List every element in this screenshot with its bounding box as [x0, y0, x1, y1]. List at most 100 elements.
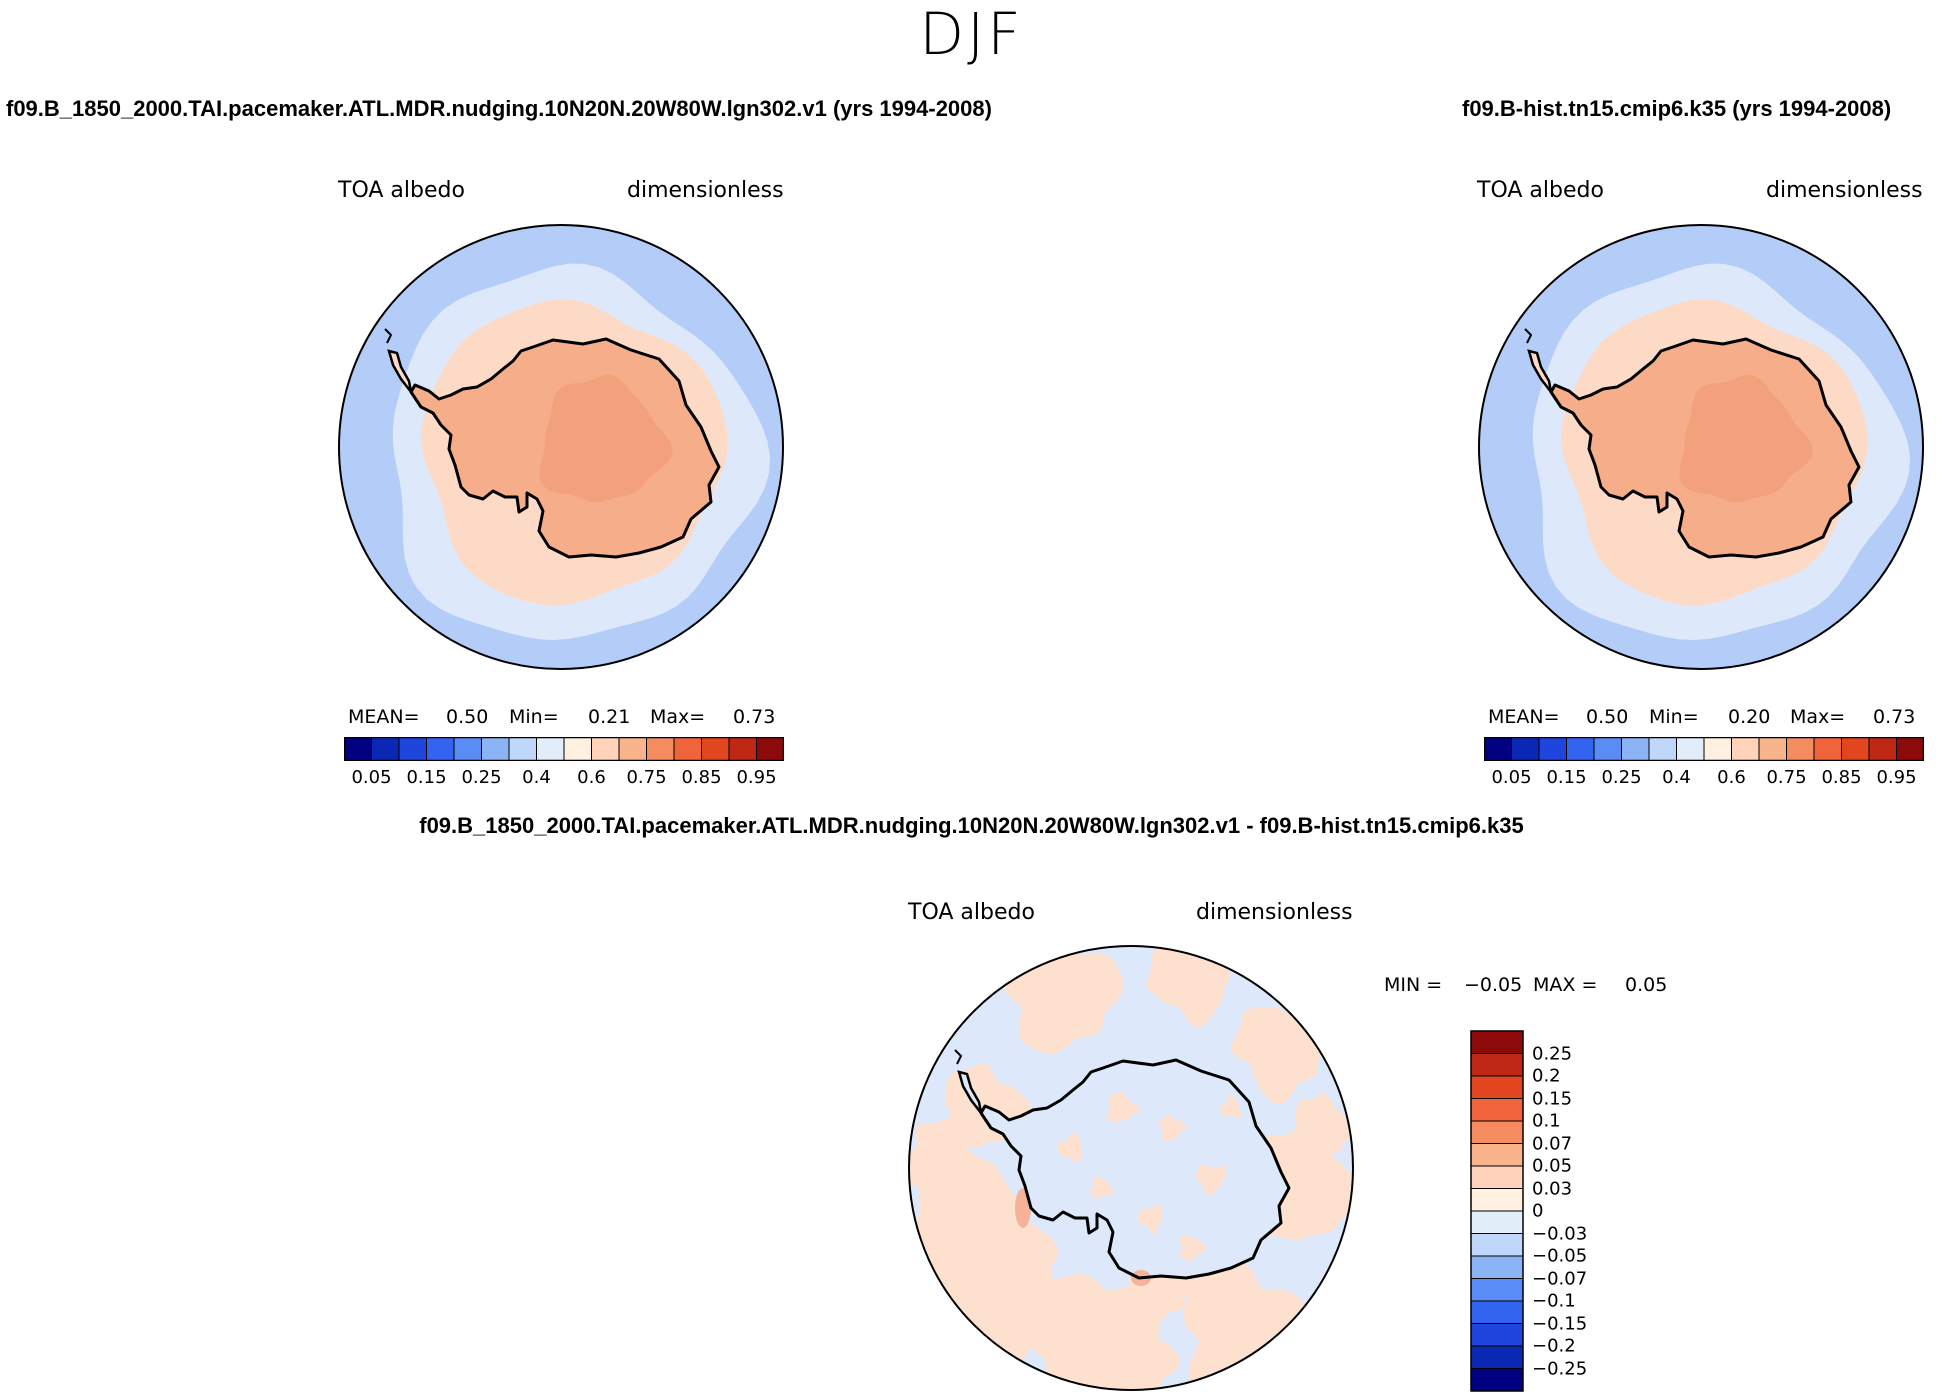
- colorbar-box: [756, 737, 784, 761]
- colorbar-tick-label: −0.25: [1532, 1358, 1588, 1379]
- colorbar-box: [1470, 1255, 1524, 1279]
- colorbar-tick-label: 0.05: [1532, 1155, 1573, 1177]
- south-america-tip: [910, 1081, 920, 1089]
- colorbar-box: [1841, 737, 1870, 761]
- diff-min-value: −0.05: [1464, 974, 1523, 996]
- colorbar-tick-label: 0.4: [1662, 767, 1691, 788]
- diff-max-value: 0.05: [1625, 974, 1668, 996]
- panel1-min-label: Min=: [509, 706, 559, 728]
- colorbar-box: [1470, 1188, 1524, 1212]
- colorbar-box: [1538, 737, 1567, 761]
- diff-max-label: MAX =: [1533, 974, 1598, 996]
- antarctica-coastline: [979, 1058, 1291, 1280]
- colorbar-box: [1470, 1075, 1524, 1099]
- colorbar-box: [481, 737, 510, 761]
- colorbar-box: [646, 737, 675, 761]
- colorbar-box: [728, 737, 757, 761]
- colorbar-box: [701, 737, 730, 761]
- diff-colorbar: [1470, 1030, 1524, 1392]
- colorbar-box: [1470, 1278, 1524, 1302]
- colorbar-tick-label: 0.6: [1717, 767, 1746, 788]
- panel1-colorbar: [344, 737, 784, 761]
- colorbar-box: [1786, 737, 1815, 761]
- colorbar-box: [1896, 737, 1924, 761]
- colorbar-tick-label: 0.25: [1532, 1043, 1573, 1064]
- diff-min-label: MIN =: [1384, 974, 1443, 996]
- colorbar-box: [1676, 737, 1705, 761]
- panel1-max-value: 0.73: [733, 706, 776, 728]
- colorbar-tick-label: −0.15: [1532, 1313, 1588, 1334]
- colorbar-box: [536, 737, 565, 761]
- colorbar-box: [1470, 1345, 1524, 1369]
- season-title: DJF: [919, 0, 1024, 68]
- colorbar-box: [344, 737, 372, 761]
- colorbar-tick-label: 0.07: [1532, 1133, 1573, 1154]
- panel1-min-value: 0.21: [588, 706, 631, 728]
- antarctica-coastline: [409, 337, 721, 559]
- diff-polar-map: [908, 945, 1354, 1391]
- colorbar-box: [1758, 737, 1787, 761]
- panel2-mean-value: 0.50: [1586, 706, 1629, 728]
- colorbar-tick-label: 0.95: [1876, 767, 1917, 788]
- colorbar-box: [398, 737, 427, 761]
- antarctica-coastline: [1549, 337, 1861, 559]
- panel2-colorbar: [1484, 737, 1924, 761]
- colorbar-tick-label: 0.2: [1532, 1065, 1561, 1087]
- interior-anomaly-patch: [1179, 1235, 1206, 1261]
- colorbar-box: [563, 737, 592, 761]
- colorbar-tick-label: −0.05: [1532, 1245, 1588, 1267]
- colorbar-tick-label: 0.1: [1532, 1110, 1561, 1132]
- colorbar-box: [591, 737, 620, 761]
- colorbar-box: [1470, 1098, 1524, 1122]
- colorbar-tick-label: 0.4: [522, 767, 551, 788]
- diff-variable-label: TOA albedo: [908, 900, 1035, 925]
- colorbar-frame: [344, 737, 784, 761]
- colorbar-box: [1470, 1300, 1524, 1324]
- colorbar-box: [1648, 737, 1677, 761]
- colorbar-box: [508, 737, 537, 761]
- colorbar-tick-label: 0.15: [1532, 1088, 1573, 1109]
- colorbar-box: [1470, 1323, 1524, 1347]
- panel2-min-value: 0.20: [1728, 706, 1771, 728]
- panel2-mean-label: MEAN=: [1488, 706, 1560, 728]
- map-boundary: [1478, 224, 1924, 670]
- colorbar-box: [1470, 1233, 1524, 1257]
- colorbar-box: [1731, 737, 1760, 761]
- colorbar-box: [453, 737, 482, 761]
- colorbar-box: [1470, 1210, 1524, 1234]
- colorbar-tick-label: 0.25: [461, 767, 502, 788]
- colorbar-box: [1470, 1368, 1524, 1392]
- interior-anomaly-patch: [1089, 1175, 1114, 1199]
- shetland-islands: [384, 328, 393, 344]
- colorbar-tick-label: 0.85: [681, 767, 722, 788]
- colorbar-tick-label: 0: [1532, 1200, 1544, 1222]
- colorbar-box: [1868, 737, 1897, 761]
- colorbar-tick-label: 0.25: [1601, 767, 1642, 788]
- colorbar-box: [1470, 1120, 1524, 1144]
- colorbar-tick-label: 0.95: [736, 767, 777, 788]
- south-america-tip: [1480, 360, 1490, 368]
- colorbar-tick-label: 0.75: [1766, 767, 1807, 788]
- panel1-max-label: Max=: [650, 706, 706, 728]
- panel1-polar-map: [338, 224, 784, 670]
- diff-units-label: dimensionless: [1196, 900, 1353, 925]
- panel2-variable-label: TOA albedo: [1477, 178, 1604, 203]
- interior-anomaly-patch: [1194, 1165, 1226, 1197]
- interior-anomaly-patch: [1159, 1114, 1186, 1142]
- panel1-mean-label: MEAN=: [348, 706, 420, 728]
- colorbar-frame: [1484, 737, 1924, 761]
- interior-anomaly-patch: [1137, 1204, 1163, 1234]
- colorbar-tick-label: −0.2: [1532, 1335, 1576, 1357]
- interior-anomaly-patch: [1219, 1095, 1243, 1118]
- colorbar-box: [1813, 737, 1842, 761]
- shetland-islands: [1524, 328, 1533, 344]
- panel1-case-title: f09.B_1850_2000.TAI.pacemaker.ATL.MDR.nu…: [6, 96, 992, 121]
- peninsula-coastline: [957, 1070, 983, 1114]
- colorbar-tick-label: 0.15: [1546, 767, 1587, 788]
- colorbar-tick-label: 0.15: [406, 767, 447, 788]
- colorbar-box: [673, 737, 702, 761]
- colorbar-box: [1703, 737, 1732, 761]
- colorbar-frame: [1470, 1030, 1524, 1392]
- positive-anomaly-patch: [1093, 1317, 1181, 1390]
- colorbar-box: [1484, 737, 1512, 761]
